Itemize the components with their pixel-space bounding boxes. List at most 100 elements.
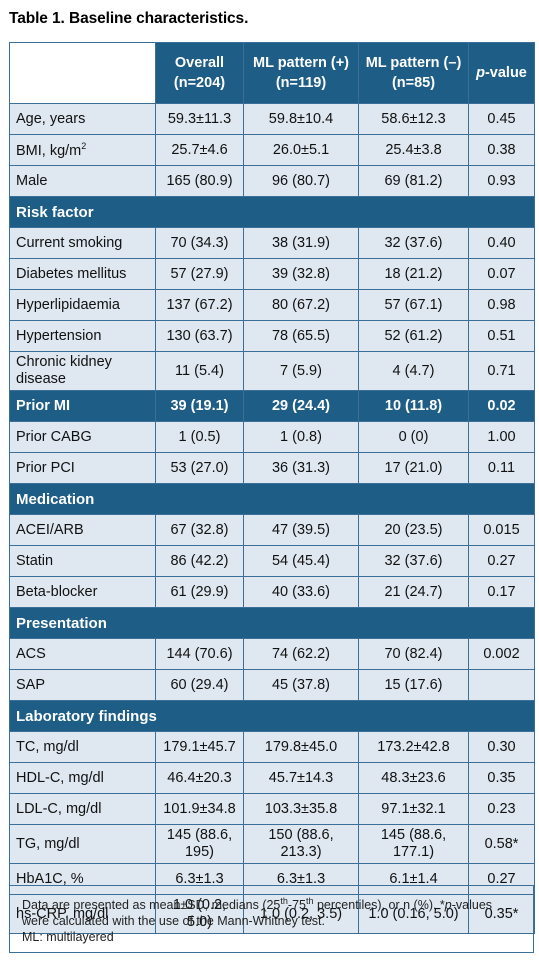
baseline-table: Overall (n=204) ML pattern (+) (n=119) M… (9, 42, 535, 934)
table-row-ldl-c-mg-dl: LDL-C, mg/dl 101.9±34.8 103.3±35.8 97.1±32.… (9, 793, 535, 825)
cell-ml-negative: 21 (24.7) (358, 576, 469, 608)
cell-overall: 165 (80.9) (155, 165, 244, 197)
cell-ml-negative: 48.3±23.6 (358, 762, 469, 794)
table-row-chronic-kidney-disease: Chronic kidney disease 11 (5.4) 7 (5.9) 4 (… (9, 351, 535, 391)
row-label-text: LDL-C, mg/dl (16, 801, 102, 817)
cell-p-value: 0.11 (468, 452, 535, 484)
cell-p-value: 0.40 (468, 227, 535, 259)
row-label: Male (9, 165, 156, 197)
cell-ml-negative: 57 (67.1) (358, 289, 469, 321)
row-label-text: Beta-blocker (16, 584, 98, 600)
cell-p-value: 0.93 (468, 165, 535, 197)
table-footnote: Data are presented as mean±SD, medians (… (9, 885, 534, 954)
cell-ml-positive: 59.8±10.4 (243, 103, 359, 135)
table-row-tg-mg-dl: TG, mg/dl 145 (88.6, 195) 150 (88.6, 213.3… (9, 824, 535, 864)
cell-p-value: 0.27 (468, 545, 535, 577)
footnote-text-a: Data are presented as mean±SD, medians (… (22, 898, 281, 913)
row-label-text: Current smoking (16, 235, 123, 251)
row-label-text: HDL-C, mg/dl (16, 770, 104, 786)
cell-p-value: 0.51 (468, 320, 535, 352)
cell-ml-positive: 150 (88.6, 213.3) (243, 824, 359, 864)
row-label: Hyperlipidaemia (9, 289, 156, 321)
footnote-sup-1: th (280, 896, 288, 906)
section-row-risk-factor: Risk factor (9, 196, 535, 228)
cell-p-value: 0.23 (468, 793, 535, 825)
footnote-text-c: percentiles), or n (%). * (313, 898, 445, 913)
cell-p-value: 0.27 (468, 863, 535, 895)
cell-ml-positive: 1.0 (0.2, 3.5) (243, 894, 359, 934)
cell-ml-negative: 20 (23.5) (358, 514, 469, 546)
cell-overall: 57 (27.9) (155, 258, 244, 290)
cell-overall: 1 (0.5) (155, 421, 244, 453)
row-label: Prior MI (9, 390, 156, 422)
cell-ml-negative: 52 (61.2) (358, 320, 469, 352)
cell-p-value: 0.58* (468, 824, 535, 864)
cell-ml-negative: 69 (81.2) (358, 165, 469, 197)
row-label: SAP (9, 669, 156, 701)
row-label-text: ACEI/ARB (16, 522, 84, 538)
cell-overall: 46.4±20.3 (155, 762, 244, 794)
header-ml-pattern-positive: ML pattern (+) (n=119) (243, 42, 359, 104)
cell-ml-negative: 32 (37.6) (358, 545, 469, 577)
table-row-prior-cabg: Prior CABG 1 (0.5) 1 (0.8) 0 (0) 1.00 (9, 421, 535, 453)
row-label-text: Chronic kidney disease (16, 354, 112, 387)
header-p-value: p-value (468, 42, 535, 104)
cell-overall: 11 (5.4) (155, 351, 244, 391)
cell-overall: 25.7±4.6 (155, 134, 244, 166)
cell-ml-negative: 145 (88.6, 177.1) (358, 824, 469, 864)
header-p-suffix: -value (484, 65, 527, 81)
cell-ml-positive: 1 (0.8) (243, 421, 359, 453)
cell-p-value: 0.45 (468, 103, 535, 135)
cell-ml-negative: 10 (11.8) (358, 390, 469, 422)
header-ml-pattern-negative: ML pattern (–) (n=85) (358, 42, 469, 104)
cell-ml-negative: 173.2±42.8 (358, 731, 469, 763)
row-label: Prior CABG (9, 421, 156, 453)
footnote-p-italic: p (444, 898, 452, 913)
table-title: Table 1. Baseline characteristics. (9, 10, 249, 27)
section-label: Risk factor (9, 196, 535, 228)
row-label-text: Statin (16, 553, 54, 569)
cell-overall: 60 (29.4) (155, 669, 244, 701)
row-label-text: hs-CRP, mg/dl (16, 905, 109, 922)
row-label: LDL-C, mg/dl (9, 793, 156, 825)
table-row-hs-crp-mg-dl: hs-CRP, mg/dl 1.0 (0.2, 5.0) 1.0 (0.2, 3.5… (9, 894, 535, 934)
cell-ml-positive: 36 (31.3) (243, 452, 359, 484)
section-row-medication: Medication (9, 483, 535, 515)
row-label: Diabetes mellitus (9, 258, 156, 290)
row-label: HbA1C, % (9, 863, 156, 895)
cell-overall: 59.3±11.3 (155, 103, 244, 135)
cell-ml-positive: 47 (39.5) (243, 514, 359, 546)
cell-ml-positive: 7 (5.9) (243, 351, 359, 391)
table-row-hdl-c-mg-dl: HDL-C, mg/dl 46.4±20.3 45.7±14.3 48.3±23.6 0… (9, 762, 535, 794)
cell-ml-negative: 25.4±3.8 (358, 134, 469, 166)
cell-overall: 70 (34.3) (155, 227, 244, 259)
table-row-prior-mi: Prior MI 39 (19.1) 29 (24.4) 10 (11.8) 0.02 (9, 390, 535, 422)
row-label-text: Prior PCI (16, 460, 75, 476)
footnote-abbreviation: ML: multilayered (22, 930, 114, 945)
table-row-hypertension: Hypertension 130 (63.7) 78 (65.5) 52 (61.2)… (9, 320, 535, 352)
header-blank-cell (9, 42, 156, 104)
row-label-text: Prior CABG (16, 429, 92, 445)
table-row-acei-arb: ACEI/ARB 67 (32.8) 47 (39.5) 20 (23.5) 0.015 (9, 514, 535, 546)
row-label-text: BMI, kg/m (16, 142, 82, 159)
section-label: Medication (9, 483, 535, 515)
table-row-bmi-kg-m: BMI, kg/m2 25.7±4.6 26.0±5.1 25.4±3.8 0.38 (9, 134, 535, 166)
cell-p-value: 0.17 (468, 576, 535, 608)
table-row-acs: ACS 144 (70.6) 74 (62.2) 70 (82.4) 0.002 (9, 638, 535, 670)
row-label-text: Prior MI (16, 398, 70, 414)
cell-overall: 67 (32.8) (155, 514, 244, 546)
cell-ml-positive: 40 (33.6) (243, 576, 359, 608)
cell-p-value: 0.02 (468, 390, 535, 422)
cell-overall: 39 (19.1) (155, 390, 244, 422)
table-row-age-years: Age, years 59.3±11.3 59.8±10.4 58.6±12.3 0.4… (9, 103, 535, 135)
header-p-italic: p (476, 65, 485, 81)
cell-p-value: 0.35* (468, 894, 535, 934)
cell-ml-positive: 78 (65.5) (243, 320, 359, 352)
cell-overall: 53 (27.0) (155, 452, 244, 484)
table-row-statin: Statin 86 (42.2) 54 (45.4) 32 (37.6) 0.27 (9, 545, 535, 577)
cell-p-value: 0.07 (468, 258, 535, 290)
cell-overall: 1.0 (0.2, 5.0) (155, 894, 244, 934)
cell-ml-positive: 96 (80.7) (243, 165, 359, 197)
cell-p-value: 0.30 (468, 731, 535, 763)
cell-ml-positive: 74 (62.2) (243, 638, 359, 670)
